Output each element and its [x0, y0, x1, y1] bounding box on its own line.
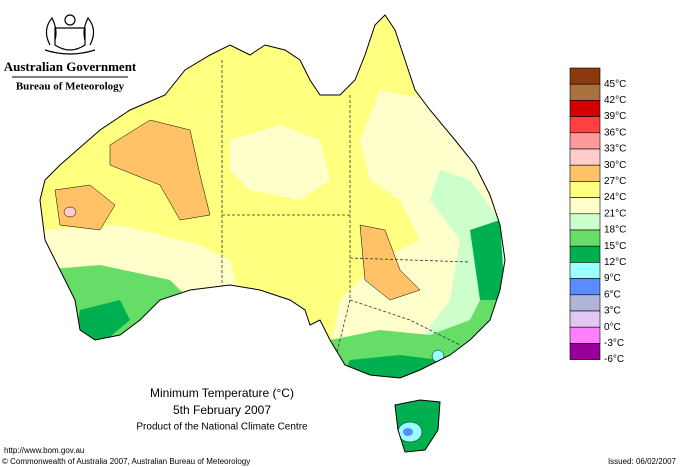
- legend-label: 30°C: [604, 160, 626, 171]
- legend-label: 6°C: [604, 289, 621, 300]
- legend-label: 33°C: [604, 144, 626, 155]
- legend-swatch: [569, 343, 601, 360]
- emblem: [44, 14, 96, 55]
- legend-label: -6°C: [604, 354, 624, 365]
- legend-label: 0°C: [604, 322, 621, 333]
- coastline: [39, 14, 506, 379]
- legend-swatch: [569, 294, 601, 312]
- legend-swatch: [569, 213, 601, 231]
- legend-swatch: [569, 181, 601, 198]
- legend-label: 12°C: [604, 257, 626, 268]
- map-date: 5th February 2007: [173, 403, 271, 417]
- legend-swatch: [569, 148, 601, 166]
- legend-label: 3°C: [604, 306, 621, 317]
- legend-swatch: [569, 310, 601, 328]
- legend-label: -3°C: [604, 338, 624, 349]
- legend-swatch: [569, 83, 601, 101]
- legend-label: 39°C: [604, 111, 626, 122]
- legend-swatch: [569, 278, 601, 296]
- legend-swatch: [569, 245, 601, 263]
- legend-label: 27°C: [604, 176, 626, 187]
- legend-swatch: [569, 326, 601, 344]
- legend-label: 18°C: [604, 225, 626, 236]
- legend-label: 9°C: [604, 273, 621, 284]
- legend-swatch: [569, 229, 601, 247]
- legend-swatch: [569, 164, 601, 182]
- legend-swatch: [569, 132, 601, 150]
- legend-swatch: [569, 67, 601, 85]
- legend-swatch: [569, 116, 601, 134]
- legend-swatch: [569, 197, 601, 215]
- tasmania-coast: [394, 399, 441, 453]
- government-name: Australian Government: [4, 59, 137, 74]
- map-title: Minimum Temperature (°C): [150, 386, 294, 400]
- footer-issued: Issued: 06/02/2007: [608, 457, 677, 466]
- legend-label: 21°C: [604, 208, 626, 219]
- legend-label: 45°C: [604, 79, 626, 90]
- footer-url[interactable]: http://www.bom.gov.au: [4, 446, 84, 455]
- map-product: Product of the National Climate Centre: [136, 422, 308, 433]
- legend-swatch: [569, 262, 601, 279]
- legend-label: 36°C: [604, 127, 626, 138]
- legend-label: 24°C: [604, 192, 626, 203]
- legend-label: 15°C: [604, 241, 626, 252]
- legend-swatch: [569, 100, 601, 117]
- legend-label: 42°C: [604, 95, 626, 106]
- agency-name: Bureau of Meteorology: [16, 81, 125, 93]
- footer-copyright: © Commonwealth of Australia 2007, Austra…: [2, 457, 250, 466]
- legend: 45°C 42°C 39°C 36°C 33°C 30°C 27°C 24°C 21°C 18°C…: [569, 67, 626, 365]
